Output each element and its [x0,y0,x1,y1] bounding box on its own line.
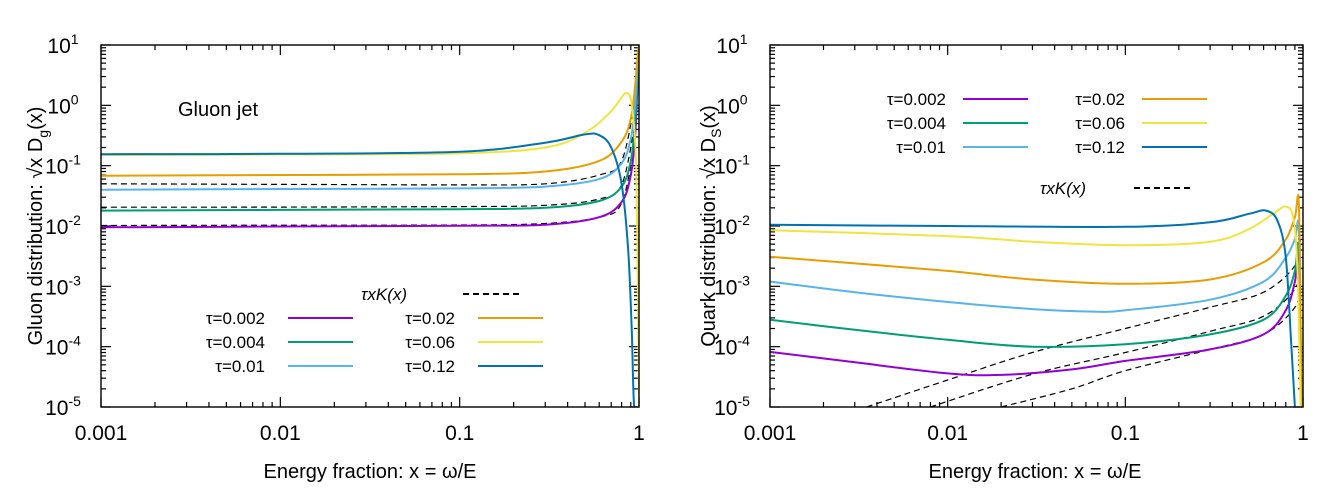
series-line-0-01 [770,219,1303,407]
x-axis-label: Energy fraction: x = ω/E [929,461,1142,483]
gluon-chart: 0.001 0.01 0.1 1 10-5 10-4 10-3 10-2 10-1 100 101 G… [25,31,645,483]
plot-area [770,194,1303,407]
series-line-0-004 [770,241,1303,407]
legend: τxK(x) τ=0.002 τ=0.004 τ=0.01 τ=0.02 τ=0.06 τ=… [206,285,543,376]
series-line-0-02 [101,45,639,177]
legend-entry-label: τ=0.02 [405,309,455,328]
x-tick-label: 1 [1297,422,1309,445]
y-axis-label: Quark distribution: √x DS(x) [698,105,724,347]
x-tick-label: 0.1 [1111,422,1140,445]
y-tick-label: 10-3 [45,272,81,299]
y-tick-label: 10-2 [714,212,750,239]
y-axis-label: Gluon distribution: √x Dg(x) [25,107,51,346]
legend-entry-label: τ=0.06 [1075,114,1125,133]
legend: τxK(x) τ=0.002 τ=0.004 τ=0.01 τ=0.02 τ=0.06 τ=… [887,90,1207,198]
y-tick-label: 10-3 [714,272,750,299]
chart-annotation: Gluon jet [178,99,258,121]
quark-chart: 0.001 0.01 0.1 1 10-5 10-4 10-3 10-2 10-1 100 101 Q… [698,31,1309,483]
series-line-0-004 [101,47,639,212]
y-tick-label: 10-4 [714,333,750,360]
x-tick-label: 0.01 [927,422,968,445]
series-line-0-01 [101,45,639,191]
reference-curve-2 [101,123,636,208]
x-tick-label: 0.01 [260,422,301,445]
plot-frame [769,44,1304,408]
reference-curve-2 [930,263,1302,407]
y-tick-label: 10-4 [45,333,81,360]
legend-entry-label: τ=0.002 [887,90,946,109]
y-tick-label: 10-5 [45,393,81,420]
legend-entry-label: τ=0.01 [215,357,265,376]
series-line-0-12 [101,132,639,407]
series-line-0-02 [770,194,1303,407]
legend-entry-label: τ=0.004 [206,333,265,352]
legend-entry-label: τ=0.004 [887,114,946,133]
reference-curve-3 [1000,281,1302,407]
x-tick-label: 1 [633,422,645,445]
x-tick-label: 0.001 [75,422,128,445]
x-tick-label: 0.1 [445,422,474,445]
legend-entry-label: τ=0.002 [206,309,265,328]
legend-entry-label: τ=0.12 [1075,138,1125,157]
reference-curve-1 [866,239,1302,407]
plot-frame [100,44,640,408]
y-tick-label: 10-2 [45,212,81,239]
y-tick-label: 100 [716,91,747,118]
legend-entry-label: τ=0.01 [896,138,946,157]
x-tick-label: 0.001 [744,422,797,445]
legend-entry-label: τ=0.02 [1075,90,1125,109]
y-tick-label: 101 [716,31,747,58]
series-line-0-12 [770,209,1296,407]
y-tick-label: 10-5 [714,393,750,420]
series-line-0-06 [770,205,1302,407]
legend-entry-label: τ=0.06 [405,333,455,352]
y-tick-label: 101 [47,31,78,58]
y-tick-label: 100 [47,91,78,118]
series-line-0-002 [101,50,639,229]
legend-entry-label: τ=0.12 [405,357,455,376]
legend-title: τxK(x) [361,285,407,304]
plot-area [101,45,639,407]
y-tick-label: 10-1 [45,152,81,179]
legend-title: τxK(x) [1040,179,1086,198]
y-tick-label: 10-1 [714,152,750,179]
x-axis-label: Energy fraction: x = ω/E [264,461,477,483]
